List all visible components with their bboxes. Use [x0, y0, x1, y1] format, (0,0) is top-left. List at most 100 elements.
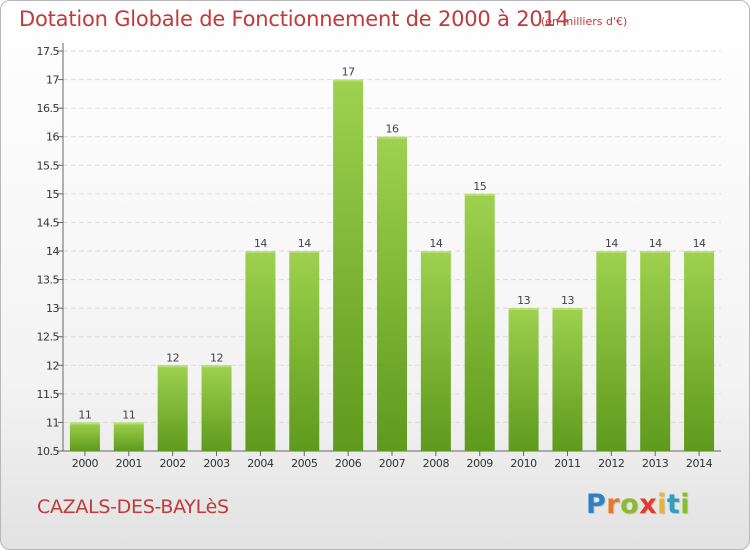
- bar: [464, 193, 495, 451]
- bar-2011: [552, 308, 583, 451]
- bar: [684, 251, 715, 451]
- bar-2008: [420, 251, 451, 451]
- x-tick-label: 2014: [686, 457, 713, 470]
- data-label: 14: [693, 237, 706, 250]
- data-label: 13: [517, 294, 530, 307]
- data-label: 13: [561, 294, 574, 307]
- bar: [69, 422, 100, 451]
- bar-2007: [377, 136, 407, 451]
- bar-highlight: [377, 136, 407, 139]
- y-tick-label: 15.5: [37, 159, 60, 172]
- bar-2000: [69, 422, 100, 451]
- bar-2003: [201, 365, 232, 451]
- chart-subtitle: (en milliers d'€): [541, 15, 628, 28]
- bar-2001: [113, 422, 144, 451]
- y-tick-label: 12: [46, 359, 59, 372]
- bar-layer: [69, 79, 715, 452]
- bar-highlight: [508, 308, 539, 311]
- x-tick-label: 2004: [247, 457, 274, 470]
- bar-highlight: [420, 251, 451, 253]
- y-tick-label: 13.5: [37, 274, 60, 287]
- x-tick-label: 2003: [203, 457, 230, 470]
- data-label: 12: [210, 351, 223, 364]
- bar-highlight: [113, 422, 144, 425]
- data-label: 12: [166, 351, 179, 364]
- bar-2013: [640, 251, 671, 451]
- bar: [508, 308, 539, 451]
- logo-letter: P: [586, 489, 607, 520]
- bar-2009: [464, 193, 495, 451]
- x-tick-label: 2009: [467, 457, 494, 470]
- x-tick-label: 2010: [510, 457, 537, 470]
- bar: [640, 251, 671, 451]
- logo-letter: r: [606, 489, 621, 520]
- logo-letter: o: [620, 489, 640, 520]
- proxiti-logo: Proxiti: [586, 489, 690, 520]
- x-tick-label: 2005: [291, 457, 318, 470]
- bar: [420, 251, 451, 451]
- bar-highlight: [464, 193, 495, 196]
- y-tick-label: 13: [46, 302, 59, 315]
- data-label: 14: [649, 237, 662, 250]
- bar: [157, 365, 188, 451]
- bar: [377, 136, 407, 451]
- data-label: 14: [605, 237, 618, 250]
- logo-letter: i: [657, 489, 667, 520]
- logo-letter: x: [639, 489, 658, 520]
- data-label: 17: [342, 66, 355, 79]
- y-tick-label: 15: [46, 188, 59, 201]
- label-layer: 2000 11 2001 11 2002 12 2003 12 2004 14 2005 14 2006…: [72, 66, 713, 470]
- chart-title: Dotation Globale de Fonctionnement de 20…: [19, 7, 569, 31]
- bar-2002: [157, 365, 188, 451]
- y-tick-label: 12.5: [37, 331, 60, 344]
- y-tick-label: 17: [46, 74, 59, 87]
- bar: [245, 251, 276, 451]
- bar: [333, 79, 364, 452]
- bar-2014: [684, 251, 715, 451]
- logo-letter: i: [680, 489, 691, 520]
- y-tick-label: 16.5: [37, 102, 60, 115]
- bar-highlight: [289, 251, 320, 253]
- bar-2005: [289, 251, 320, 451]
- bar-2012: [596, 251, 627, 451]
- x-tick-label: 2001: [116, 457, 142, 470]
- y-tick-label: 11: [46, 416, 59, 429]
- data-label: 14: [429, 237, 442, 250]
- bar: [201, 365, 232, 451]
- data-label: 15: [473, 180, 486, 193]
- logo-letter: t: [666, 489, 681, 520]
- bar-highlight: [684, 251, 715, 253]
- bar: [552, 308, 583, 451]
- commune-name: CAZALS-DES-BAYLèS: [37, 496, 229, 518]
- bar-highlight: [157, 365, 188, 368]
- x-tick-label: 2011: [554, 457, 580, 470]
- bar-highlight: [596, 251, 627, 253]
- x-tick-label: 2012: [598, 457, 624, 470]
- bar-highlight: [245, 251, 276, 253]
- y-tick-label: 14.5: [37, 216, 60, 229]
- bar-2010: [508, 308, 539, 451]
- bar: [596, 251, 627, 451]
- y-tick-label: 16: [46, 131, 59, 144]
- data-label: 11: [78, 408, 91, 421]
- bar: [289, 251, 320, 451]
- x-tick-label: 2006: [335, 457, 362, 470]
- y-tick-label: 14: [46, 245, 59, 258]
- data-label: 11: [122, 408, 135, 421]
- bar-2004: [245, 251, 276, 451]
- bar-highlight: [333, 79, 364, 82]
- y-tick-label: 17.5: [37, 45, 60, 58]
- y-tick-label: 10.5: [37, 445, 60, 458]
- x-tick-label: 2002: [159, 457, 185, 470]
- bar-highlight: [201, 365, 232, 368]
- y-tick-label: 11.5: [37, 388, 60, 401]
- data-label: 16: [386, 123, 399, 136]
- bar-highlight: [552, 308, 583, 311]
- x-tick-label: 2008: [423, 457, 450, 470]
- data-label: 14: [254, 237, 267, 250]
- bar-highlight: [640, 251, 671, 253]
- x-tick-label: 2000: [72, 457, 99, 470]
- bar: [113, 422, 144, 451]
